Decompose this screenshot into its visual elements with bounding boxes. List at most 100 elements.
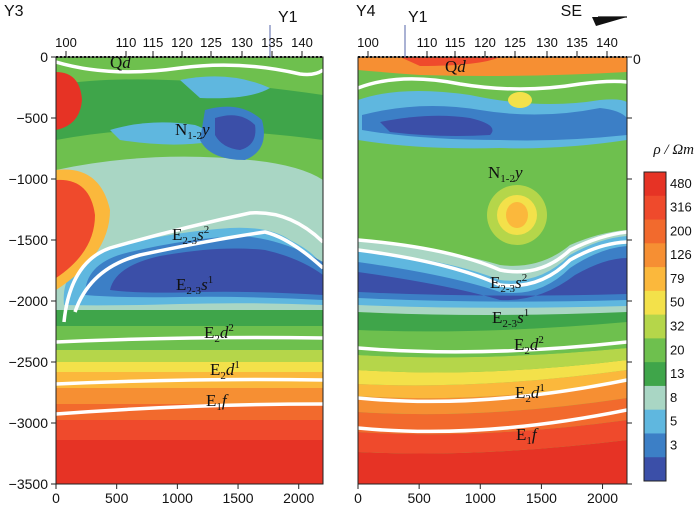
y-tick-label: −3500 — [9, 476, 49, 492]
colorbar-swatch — [644, 314, 666, 339]
top-tick-label: 130 — [231, 35, 253, 50]
top-tick-label: 135 — [261, 35, 283, 50]
y3-darkgreen-band — [56, 307, 323, 326]
stratigraphic-unit-label: E2-3s2 — [172, 224, 209, 247]
x-tick-label: 1000 — [162, 490, 193, 505]
well-marker-label: Y1 — [278, 9, 298, 26]
colorbar-swatch — [644, 172, 666, 197]
y4-frame — [357, 56, 628, 485]
stratigraphic-unit-label: E2d1 — [210, 359, 240, 382]
top-tick-label: 115 — [445, 35, 466, 50]
colorbar-swatch — [644, 385, 666, 411]
top-tick-label: 140 — [291, 35, 313, 50]
colorbar-level-label: 50 — [670, 295, 684, 310]
top-tick-label: 110 — [417, 35, 438, 50]
colorbar-level-label: 20 — [670, 342, 684, 357]
stratigraphic-unit-label: E2d2 — [514, 334, 544, 357]
top-tick-label: 125 — [504, 35, 526, 50]
stratigraphic-unit-label: E1f — [206, 391, 229, 413]
y4-boundary-e2d2 — [358, 340, 627, 354]
colorbar-swatch — [644, 338, 666, 363]
x-tick-label: 500 — [105, 490, 129, 505]
y3-lowres-core — [110, 248, 323, 295]
stratigraphic-unit-label: E2-3s2 — [490, 272, 527, 295]
x-tick-label: 2000 — [283, 490, 314, 505]
y4-boundary-e23s2-top — [358, 230, 627, 274]
colorbar-level-label: 79 — [670, 271, 684, 286]
se-arrow-icon — [592, 17, 627, 26]
y-tick-label: −500 — [16, 110, 48, 126]
y4-upper-blue-core — [380, 115, 493, 136]
x-tick-label: 500 — [407, 490, 431, 505]
y4-small-anomaly — [508, 92, 532, 108]
colorbar-level-label: 5 — [670, 414, 677, 429]
well-marker-label: Y1 — [408, 9, 428, 26]
colorbar-swatch — [644, 243, 666, 268]
top-tick-label: 115 — [143, 35, 164, 50]
y-tick-label: −2500 — [9, 354, 49, 370]
stratigraphic-unit-label: E2-3s1 — [492, 307, 529, 330]
panel-y3 — [55, 25, 324, 485]
top-tick-label: 140 — [596, 35, 618, 50]
colorbar-level-label: 3 — [670, 437, 677, 452]
x-tick-label: 1500 — [526, 490, 557, 505]
panel-y4-contour-fill — [358, 57, 627, 484]
colorbar-title: ρ / Ωm — [652, 142, 694, 158]
y4-red2-band — [358, 420, 627, 454]
stratigraphic-unit-label: E2d2 — [204, 322, 234, 345]
y3-boundary-e23s2-top — [62, 211, 323, 323]
colorbar-swatch — [644, 290, 666, 316]
y4-orange-red-band — [358, 398, 627, 435]
panel-y3-contour-fill — [56, 57, 323, 484]
y-tick-label: −3000 — [9, 415, 49, 431]
colorbar-level-label: 200 — [670, 223, 692, 238]
y3-boundary-e1f — [56, 402, 323, 416]
stratigraphic-unit-label: Qd — [110, 53, 131, 72]
y4-boundary-e1f — [358, 408, 627, 434]
y3-boundary-e2d1 — [56, 377, 323, 386]
colorbar-level-label: 480 — [670, 176, 692, 191]
colorbar-swatch — [644, 267, 666, 292]
x-tick-label: 0 — [52, 490, 60, 505]
y-tick-label: −1000 — [9, 171, 49, 187]
colorbar: 480 316 200 126 79 50 32 20 13 8 5 3 ρ / Ωm — [643, 142, 694, 482]
stratigraphic-unit-label: E1f — [516, 425, 539, 447]
y4-lowres-core — [358, 258, 627, 301]
colorbar-swatch — [644, 362, 666, 387]
y-tick-label: −1500 — [9, 232, 49, 248]
top-tick-label: 120 — [474, 35, 496, 50]
y4-yellow-band — [358, 360, 627, 386]
panel-y4 — [357, 16, 628, 485]
stratigraphic-unit-label: E2-3s1 — [176, 274, 213, 297]
y4-right-zero-label: 0 — [633, 51, 641, 67]
top-tick-label: 110 — [116, 35, 137, 50]
stratigraphic-unit-label: N1-2y — [175, 120, 210, 142]
top-tick-label: 135 — [566, 35, 588, 50]
stratigraphic-unit-label: N1-2y — [488, 163, 523, 185]
top-tick-label: 120 — [171, 35, 193, 50]
y3-upper-blue-top — [180, 76, 270, 99]
stratigraphic-unit-label: Qd — [445, 57, 466, 76]
panel-title: Y3 — [4, 3, 24, 20]
colorbar-level-label: 316 — [670, 200, 692, 215]
y3-deep-red-band — [56, 440, 323, 484]
y3-upper-blue-left — [110, 122, 211, 145]
y4-boundary-e2d1 — [358, 378, 627, 404]
colorbar-frame — [643, 171, 667, 482]
y-tick-label: 0 — [40, 49, 48, 65]
y3-boundary-e2d2 — [56, 335, 323, 344]
x-tick-label: 0 — [354, 490, 362, 505]
y3-red2-band — [56, 415, 323, 440]
colorbar-swatch — [644, 409, 666, 434]
y4-deep-red-band — [358, 440, 627, 484]
top-tick-label: 100 — [357, 35, 379, 50]
y4-boundary-e23s2-base — [358, 240, 627, 288]
colorbar-level-label: 32 — [670, 319, 684, 334]
y4-lightgreen-band — [358, 348, 627, 373]
y3-upper-darkblue — [215, 115, 256, 150]
y4-anomaly-core — [506, 202, 528, 228]
y-tick-label: −2000 — [9, 293, 49, 309]
colorbar-level-label: 13 — [670, 366, 684, 381]
